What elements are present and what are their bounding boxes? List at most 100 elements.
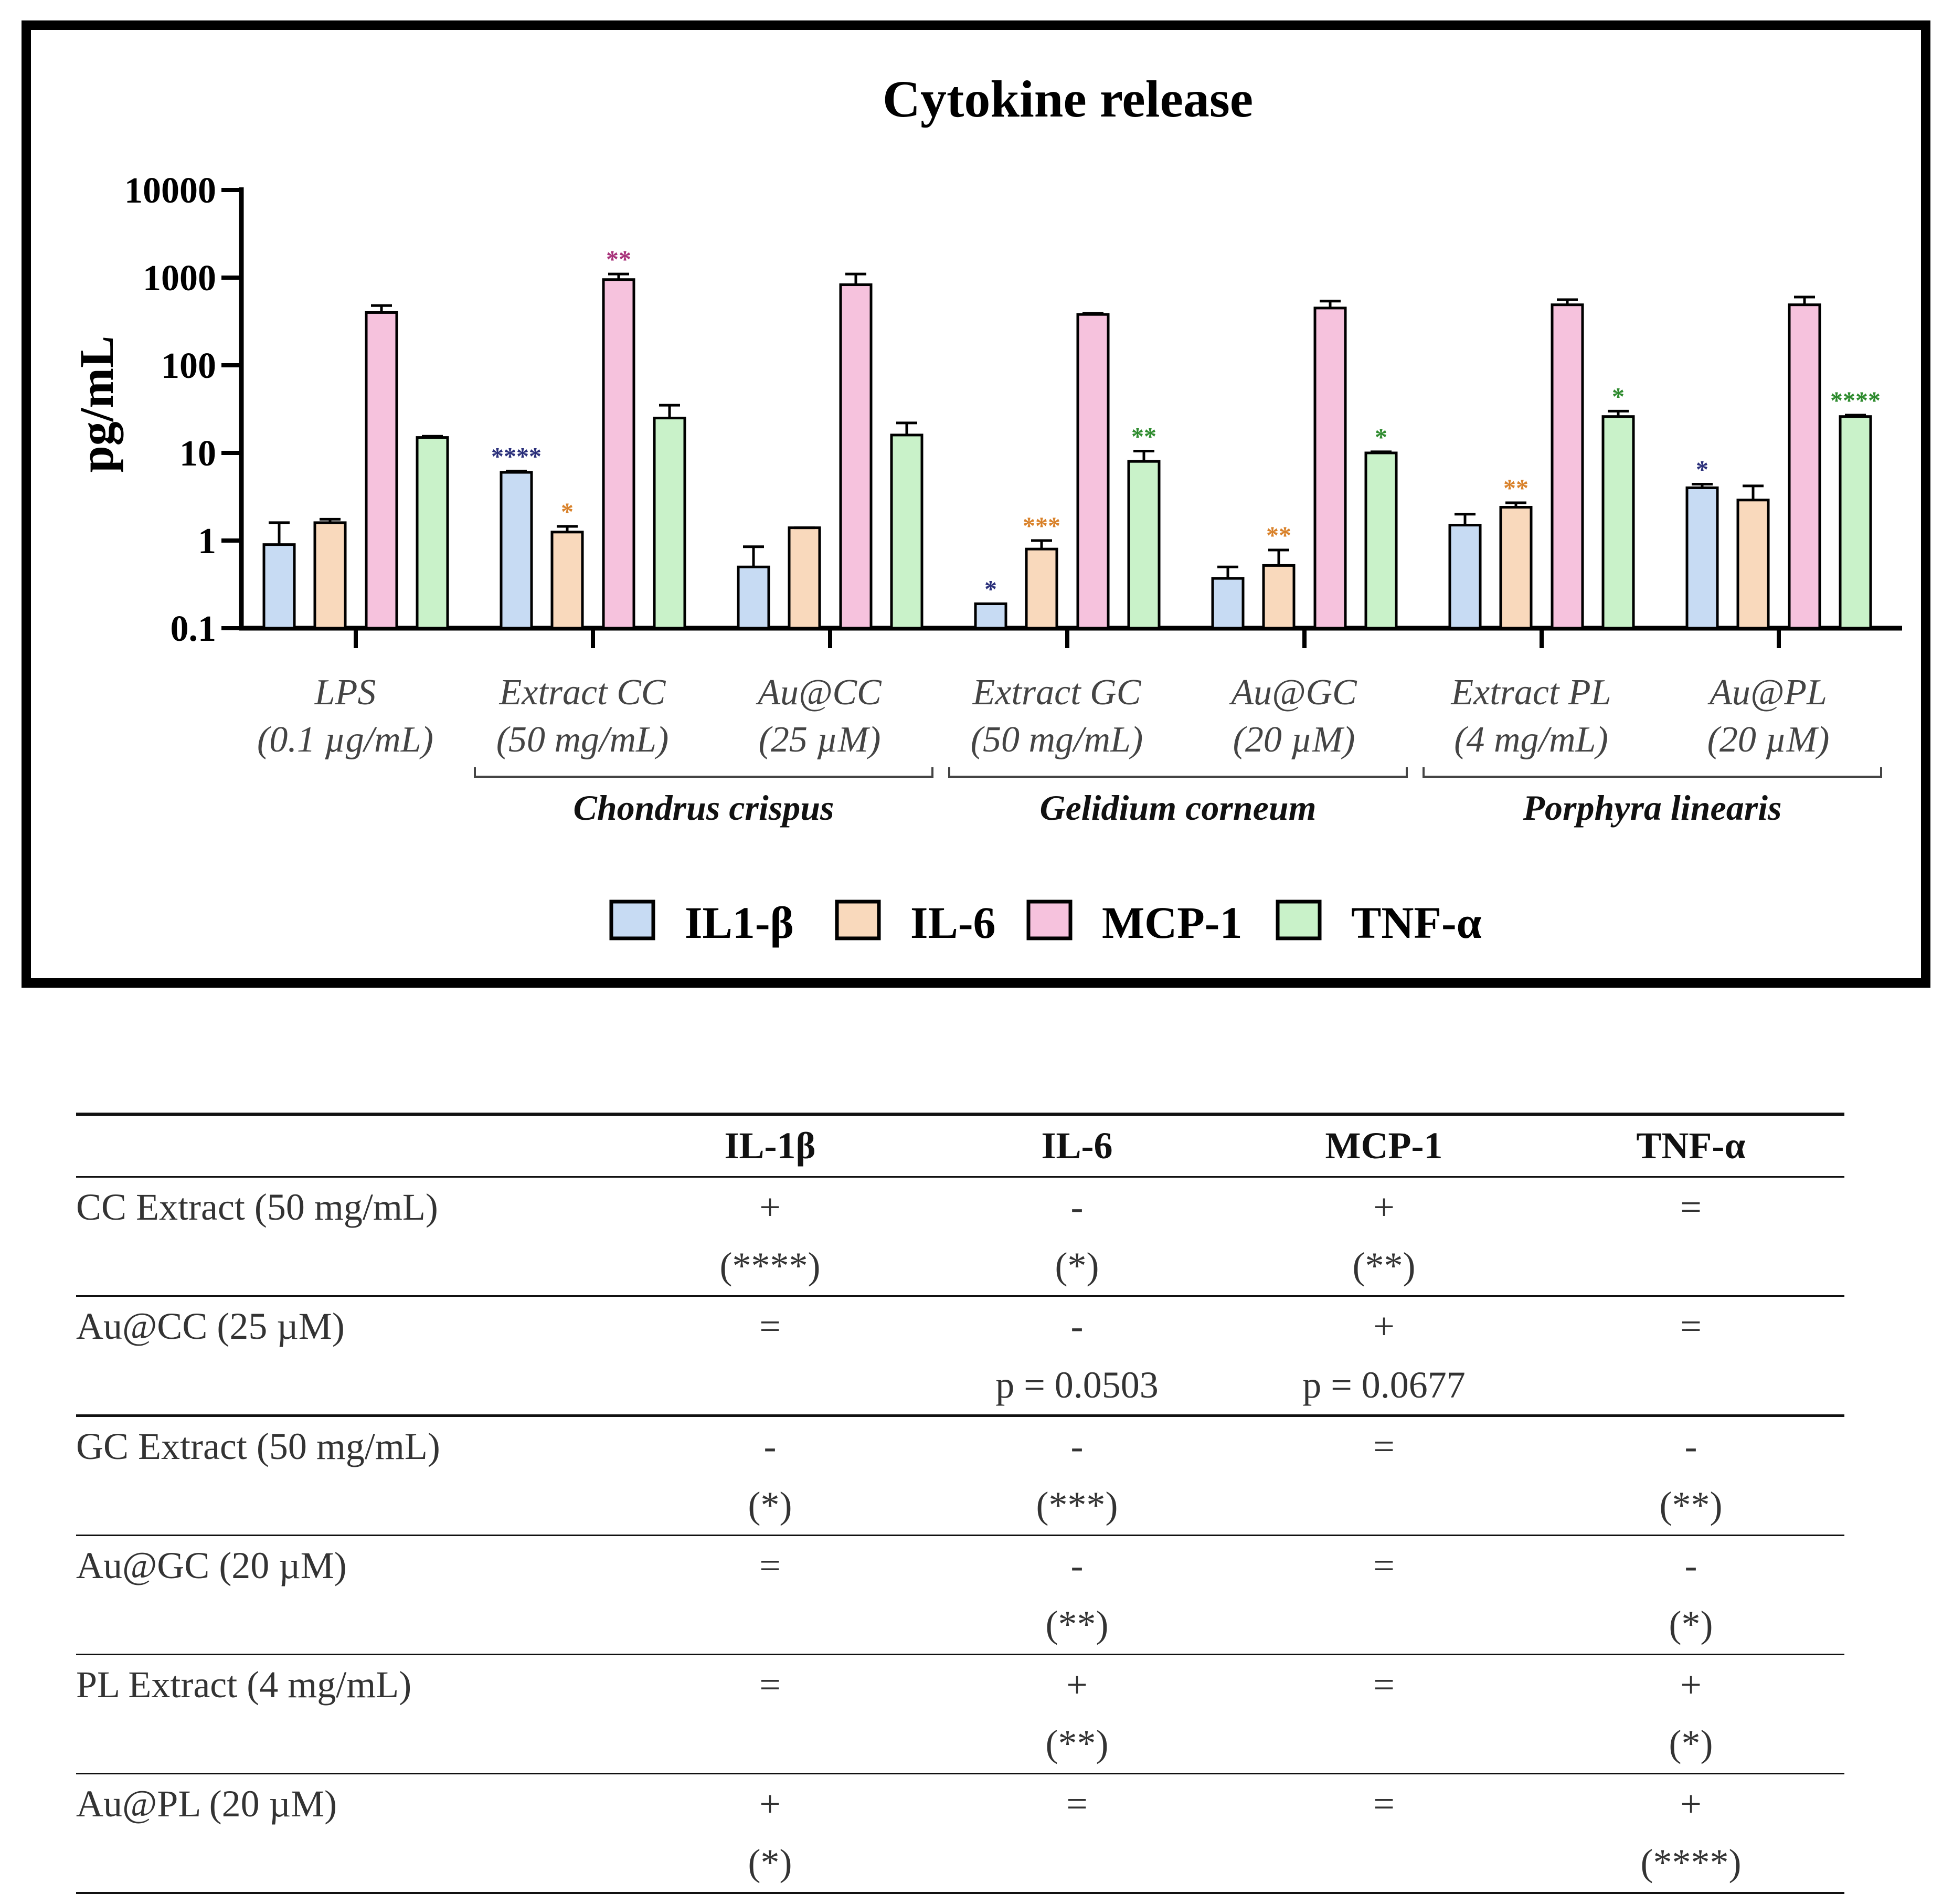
bar-il6 (550, 531, 584, 630)
y-tick-label: 1000 (143, 258, 216, 299)
bar-il1 (1448, 524, 1482, 630)
bar-il1 (1211, 577, 1245, 630)
y-axis-label: pg/mL (70, 336, 123, 473)
effect-symbol: = (759, 1544, 781, 1586)
bar-il6 (1025, 547, 1058, 630)
significance-marker: * (1612, 383, 1625, 410)
bar-mcp1 (839, 283, 873, 630)
group-label: Chondrus crispus (573, 788, 834, 828)
legend-label: IL-6 (910, 897, 995, 948)
category-label-line2: (0.1 µg/mL) (257, 720, 433, 760)
bar-tnf (1127, 460, 1161, 630)
effect-symbol: = (1066, 1782, 1088, 1825)
table-row-note: (*) (***) (**) (76, 1476, 1844, 1536)
category-label-line2: (25 µM) (759, 720, 881, 760)
significance-marker: ** (1131, 422, 1156, 450)
row-label-spacer (76, 1476, 617, 1536)
significance-note: (*) (748, 1484, 792, 1526)
category-label-line1: LPS (314, 672, 376, 713)
y-tick-label: 100 (161, 346, 216, 386)
table-body: CC Extract (50 mg/mL) + - + = (****) (*) (**) Au… (76, 1177, 1844, 1893)
table-row-note: (**) (*) (76, 1595, 1844, 1655)
legend-label: IL1-β (685, 897, 794, 948)
bar-tnf (1839, 415, 1872, 630)
effect-symbol: + (1680, 1782, 1702, 1825)
category-label-line2: (20 µM) (1233, 720, 1355, 760)
group-label: Porphyra linearis (1522, 788, 1781, 828)
cytokine-chart: Cytokine release pg/mL 0.1 1 10 100 1000 1000… (22, 20, 1930, 988)
bar-il1 (1685, 486, 1719, 630)
row-label: Au@GC (20 µM) (76, 1544, 347, 1586)
significance-marker: * (561, 498, 574, 526)
bar-mcp1 (602, 278, 635, 630)
group-bracket (1423, 767, 1882, 778)
chart-title: Cytokine release (883, 70, 1253, 128)
group-bracket (948, 767, 1408, 778)
significance-note (1537, 1236, 1844, 1296)
y-tick-label: 10 (179, 433, 216, 474)
significance-note (924, 1833, 1230, 1893)
significance-note (1230, 1595, 1537, 1655)
effect-symbol: = (1373, 1782, 1395, 1825)
effect-symbol: + (759, 1186, 781, 1228)
category-label-line2: (20 µM) (1707, 720, 1830, 760)
effect-symbol: - (1070, 1544, 1084, 1586)
bar-tnf (890, 433, 924, 630)
bar-il1 (737, 565, 770, 630)
row-label: Au@PL (20 µM) (76, 1782, 337, 1825)
significance-note: (****) (1640, 1841, 1742, 1884)
effect-symbol: + (759, 1782, 781, 1825)
y-tick-label: 0.1 (171, 609, 217, 649)
row-label: GC Extract (50 mg/mL) (76, 1425, 440, 1467)
significance-marker: * (984, 575, 997, 603)
significance-marker: **** (1830, 387, 1881, 415)
table-header-row: IL-1β IL-6 MCP-1 TNF-α (76, 1114, 1844, 1177)
significance-note (1230, 1714, 1537, 1774)
bar-il6 (1499, 506, 1533, 630)
chart-frame (22, 20, 1930, 988)
y-tick-label: 10000 (124, 171, 216, 211)
row-label-spacer (76, 1714, 617, 1774)
significance-note (617, 1714, 924, 1774)
effect-symbol: - (763, 1425, 777, 1467)
table-row: Au@CC (25 µM) = - + = (76, 1296, 1844, 1356)
bar-il1 (974, 602, 1007, 630)
significance-marker: * (1375, 424, 1387, 451)
row-label: Au@CC (25 µM) (76, 1305, 345, 1347)
effect-symbol: - (1684, 1425, 1697, 1467)
effect-symbol: - (1070, 1425, 1084, 1467)
category-label-line2: (4 mg/mL) (1454, 720, 1608, 760)
significance-marker: * (1696, 456, 1708, 484)
significance-note (1537, 1356, 1844, 1416)
category-label-line2: (50 mg/mL) (971, 720, 1143, 760)
bar-il1 (262, 543, 296, 630)
table-row: Au@GC (20 µM) = - = - (76, 1536, 1844, 1595)
legend-swatch (609, 900, 655, 940)
significance-marker: ** (1266, 522, 1291, 549)
significance-note: p = 0.0677 (1302, 1363, 1466, 1406)
effect-symbol: + (1373, 1305, 1395, 1347)
effect-symbol: - (1684, 1544, 1697, 1586)
category-label-line1: Au@PL (1707, 672, 1827, 713)
category-label-line1: Au@CC (756, 672, 882, 713)
table-row-note: (****) (*) (**) (76, 1236, 1844, 1296)
category-label-line1: Extract PL (1450, 672, 1611, 713)
significance-marker: ** (1503, 474, 1529, 502)
significance-note: (**) (1659, 1484, 1723, 1526)
table-row-note: (**) (*) (76, 1714, 1844, 1774)
category-label-line2: (50 mg/mL) (496, 720, 669, 760)
significance-table: IL-1β IL-6 MCP-1 TNF-α CC Extract (50 mg… (76, 1113, 1844, 1894)
bar-il1 (500, 471, 533, 630)
significance-note: p = 0.0503 (995, 1363, 1159, 1406)
legend-swatch (1276, 900, 1322, 940)
table-row: Au@PL (20 µM) + = = + (76, 1774, 1844, 1834)
significance-note: (*) (1669, 1603, 1713, 1645)
significance-note (1230, 1833, 1537, 1893)
significance-note: (**) (1045, 1603, 1109, 1645)
bar-mcp1 (365, 311, 398, 630)
group-bracket (474, 767, 933, 778)
effect-symbol: = (1680, 1305, 1702, 1347)
significance-note: (*) (748, 1841, 792, 1884)
significance-note: (****) (719, 1244, 821, 1287)
header-il6: IL-6 (1041, 1125, 1113, 1167)
